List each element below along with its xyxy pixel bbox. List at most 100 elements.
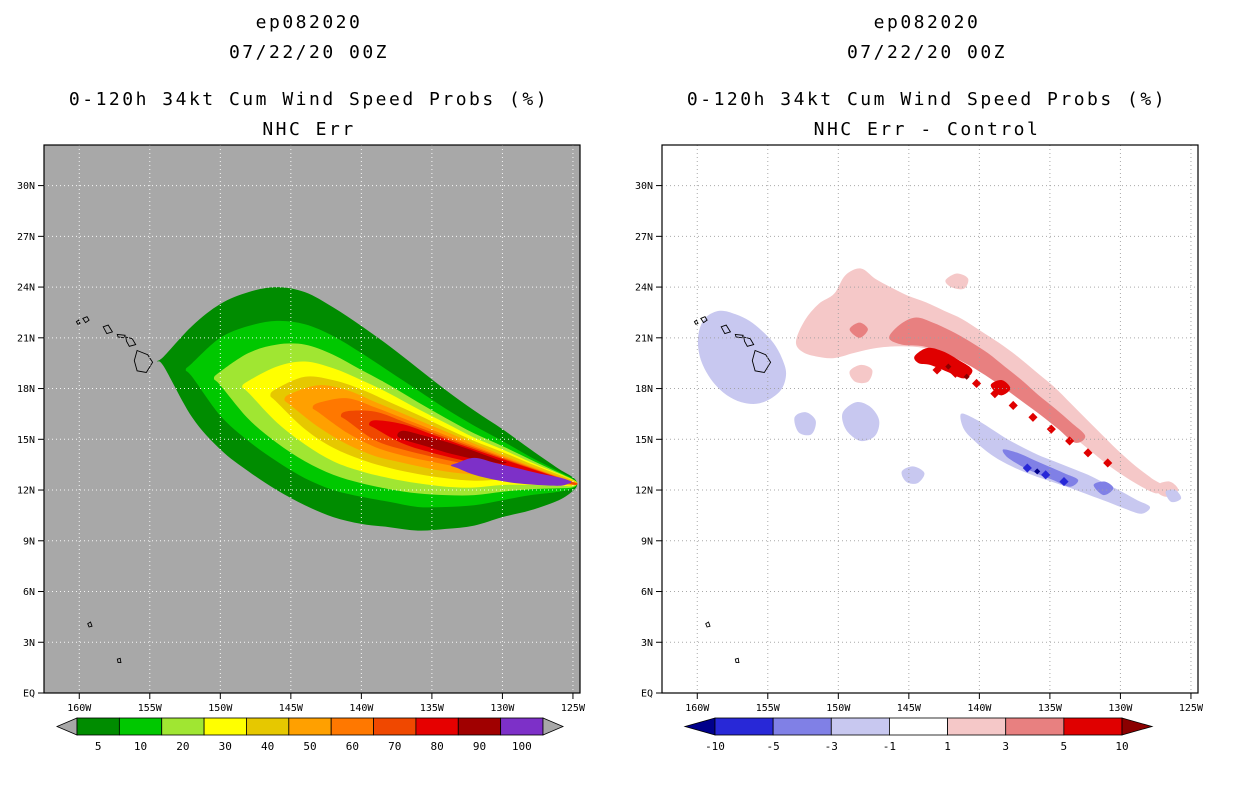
colorbar-box	[1063, 717, 1123, 736]
lon-tick-label: 130W	[1108, 703, 1133, 714]
colorbar-box	[772, 717, 832, 736]
lat-tick-label: 21N	[635, 333, 653, 344]
contour-region--1to-3	[794, 412, 816, 436]
lon-tick-label: 135W	[420, 703, 445, 714]
colorbar-label: 60	[346, 740, 359, 753]
storm-id-title: ep082020	[873, 12, 981, 33]
lat-tick-label: 9N	[23, 536, 35, 547]
island-outline-kauai	[700, 316, 708, 324]
contour-speck	[932, 365, 942, 375]
colorbar-box	[288, 717, 332, 736]
colorbar-label: 5	[95, 740, 102, 753]
contour-speck	[1008, 400, 1018, 411]
contour-region-+1to+3	[795, 268, 1165, 494]
colorbar-arrow-right	[542, 717, 565, 736]
colorbar-box	[118, 717, 163, 736]
colorbar-label: -1	[883, 740, 896, 753]
contour-region--1to-3	[901, 466, 925, 484]
contour-speck	[950, 368, 960, 378]
colorbar-label: -5	[767, 740, 780, 753]
lat-tick-label: 24N	[635, 283, 653, 294]
colorbar-box	[1005, 717, 1065, 736]
island-outline-maui	[125, 336, 137, 347]
colorbar-box	[500, 717, 544, 736]
island-outline-big-island	[133, 349, 154, 373]
colorbar-label: 80	[430, 740, 443, 753]
experiment-title: NHC Err - Control	[813, 119, 1041, 140]
lon-tick-label: 155W	[138, 703, 163, 714]
lat-tick-label: 24N	[17, 283, 35, 294]
contour-speck	[1059, 477, 1069, 487]
colorbar-arrow-left	[55, 717, 78, 736]
contour-region--1to-3	[842, 402, 880, 442]
colorbar-label: 20	[176, 740, 189, 753]
island-outline-big-island	[751, 349, 772, 373]
colorbar-box	[714, 717, 774, 736]
lat-tick-label: 6N	[641, 587, 653, 598]
colorbar-label: -10	[705, 740, 725, 753]
lat-tick-label: 9N	[641, 536, 653, 547]
colorbar-arrow-right	[1121, 717, 1154, 736]
colorbar-label: 3	[1002, 740, 1009, 753]
lat-tick-label: 12N	[17, 486, 35, 497]
lat-tick-label: 21N	[17, 333, 35, 344]
map-background	[662, 145, 1198, 693]
colorbar-box	[947, 717, 1007, 736]
colorbar-label: 5	[1061, 740, 1068, 753]
island-outline-islet-south-1	[705, 621, 711, 628]
panel-left-title-block: ep082020 07/22/20 00Z 0-120h 34kt Cum Wi…	[0, 0, 618, 140]
island-outline-oahu	[720, 324, 732, 335]
island-outline-niihau	[75, 319, 81, 325]
contour-region-+1to+3	[945, 273, 969, 290]
colorbar-label: 40	[261, 740, 274, 753]
contour-speck	[1041, 470, 1051, 480]
colorbar-label: 50	[303, 740, 316, 753]
lon-tick-label: 130W	[490, 703, 515, 714]
contour-speck	[1065, 436, 1075, 446]
lon-tick-label: 160W	[67, 703, 92, 714]
init-time-title: 07/22/20 00Z	[228, 42, 390, 63]
lon-tick-label: 155W	[756, 703, 781, 714]
storm-id-title: ep082020	[255, 12, 363, 33]
contour-region--3to-5	[1093, 481, 1114, 496]
lon-tick-label: 125W	[561, 703, 586, 714]
colorbar-box	[161, 717, 205, 736]
colorbar-box	[203, 717, 247, 736]
colorbar-box	[330, 717, 374, 736]
island-outline-oahu	[102, 324, 114, 335]
island-outline-islet-south-2	[734, 657, 740, 664]
colorbar-box	[889, 717, 948, 736]
lat-tick-label: 27N	[17, 232, 35, 243]
lat-tick-label: 18N	[635, 384, 653, 395]
lon-tick-label: 125W	[1179, 703, 1204, 714]
island-outline-islet-south-2	[116, 657, 122, 664]
lon-tick-label: 150W	[826, 703, 851, 714]
contour-region--1to-3	[697, 310, 787, 404]
island-outline-islet-south-1	[87, 621, 93, 628]
lat-tick-label: 6N	[23, 587, 35, 598]
colorbar-box	[415, 717, 459, 736]
probability-map-left: EQ 3N 6N 9N 12N 15N 18N 21N 24N 27N 30N 160W 155W 150…	[17, 144, 586, 753]
lon-tick-label: 160W	[685, 703, 710, 714]
contour-speck	[990, 389, 1000, 399]
panel-right-title-block: ep082020 07/22/20 00Z 0-120h 34kt Cum Wi…	[618, 0, 1236, 140]
contour-region-+3to+5	[889, 317, 1086, 443]
colorbar-label: 70	[388, 740, 401, 753]
product-title: 0-120h 34kt Cum Wind Speed Probs (%)	[68, 89, 550, 110]
lat-tick-label: 27N	[635, 232, 653, 243]
lat-tick-label: 15N	[635, 435, 653, 446]
contour-speck	[1103, 458, 1113, 468]
contour-region--1to-3	[1165, 489, 1182, 503]
contour-region-+1to+3	[849, 364, 873, 384]
lon-tick-label: 140W	[349, 703, 374, 714]
colorbar-box	[76, 717, 120, 736]
map-frame	[661, 144, 1199, 694]
product-title: 0-120h 34kt Cum Wind Speed Probs (%)	[686, 89, 1168, 110]
island-outline-niihau	[693, 319, 699, 325]
colorbar-label: 10	[1115, 740, 1128, 753]
contour-region-+5to+10	[914, 347, 973, 379]
contour-region-+3to+5	[849, 322, 868, 338]
contour-speck	[1034, 468, 1041, 475]
lat-tick-label: 30N	[635, 181, 653, 192]
lon-tick-label: 150W	[208, 703, 233, 714]
